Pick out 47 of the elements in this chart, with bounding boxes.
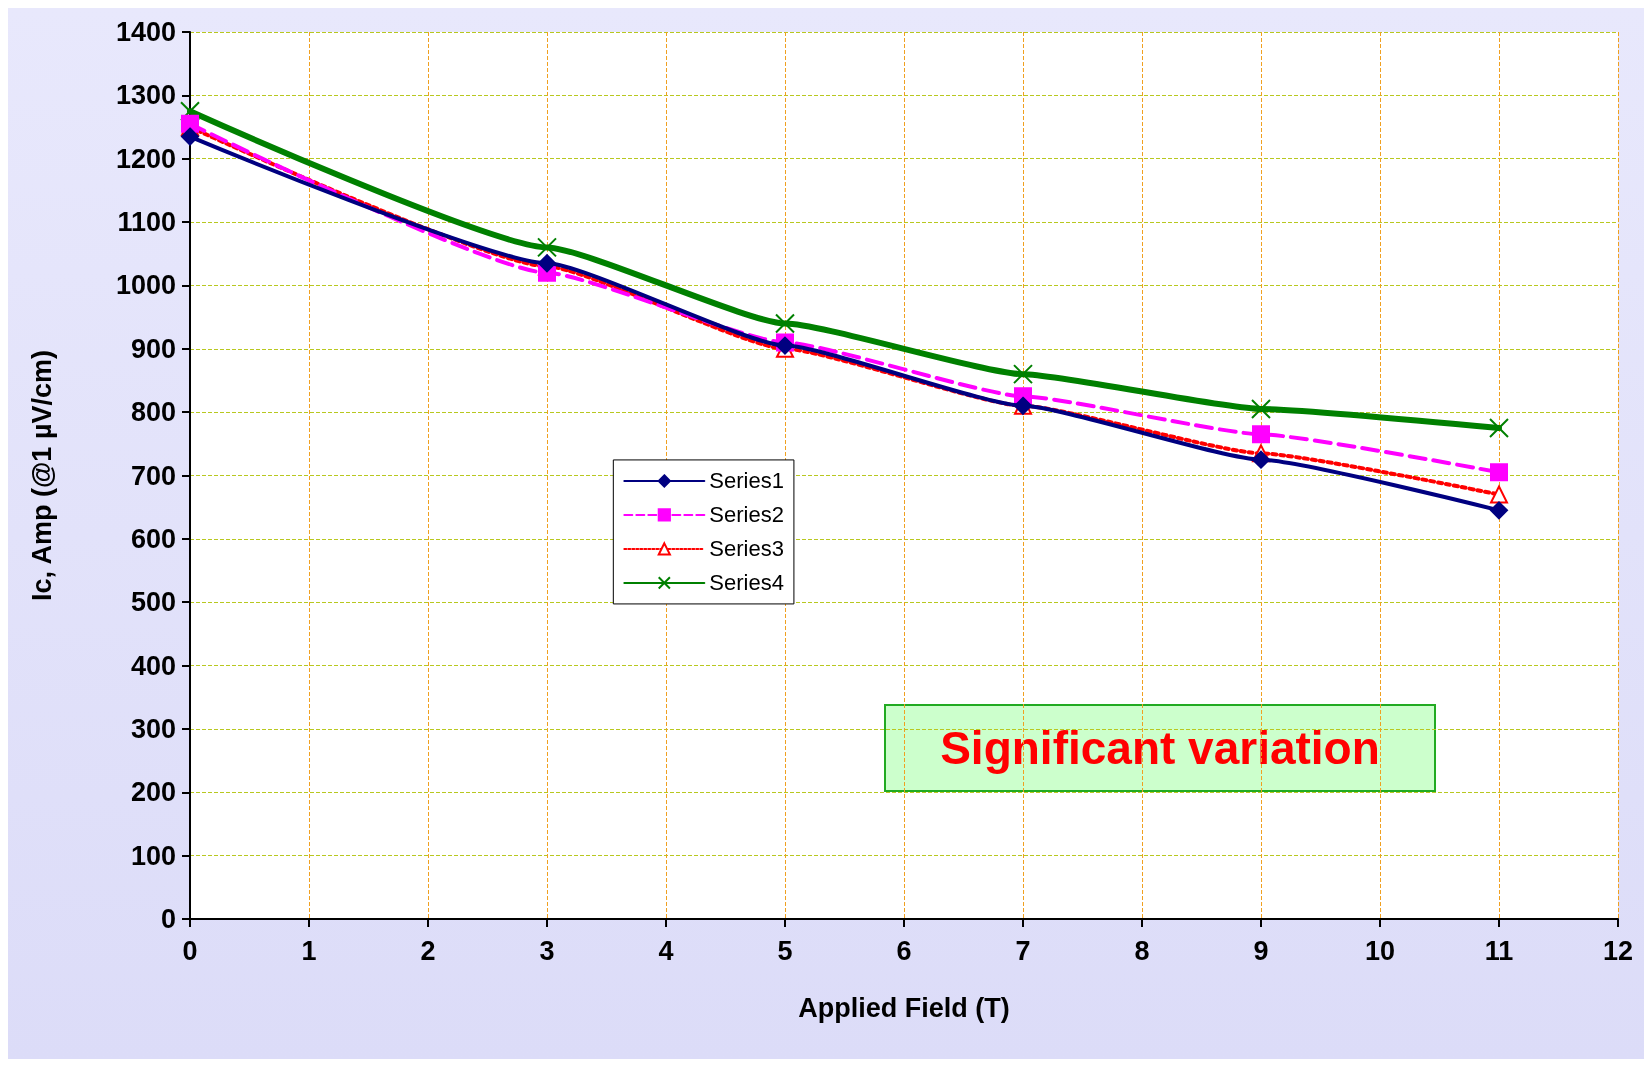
x-tick-label: 12	[1602, 935, 1634, 966]
x-tick-label: 5	[777, 935, 793, 966]
y-tick-label: 100	[130, 840, 176, 871]
y-tick-label: 1100	[117, 207, 176, 238]
point	[181, 114, 199, 133]
point	[775, 313, 795, 334]
y-tick-label: 400	[130, 650, 176, 681]
x-tick-label: 3	[539, 935, 555, 966]
x-tick-label: 11	[1484, 935, 1514, 966]
x-tick-label: 9	[1253, 935, 1269, 966]
y-tick-label: 600	[130, 523, 176, 554]
annotation: Significant variation	[940, 722, 1380, 774]
point	[1489, 417, 1509, 438]
x-tick-label: 1	[301, 935, 317, 966]
y-tick-label: 800	[130, 397, 176, 428]
point	[1490, 485, 1508, 504]
point	[1251, 398, 1271, 419]
y-tick-label: 500	[130, 587, 176, 618]
y-tick-label: 1300	[115, 80, 176, 111]
x-tick-label: 0	[182, 935, 198, 966]
point	[1252, 450, 1270, 469]
x-tick-label: 6	[896, 935, 912, 966]
legend-label: Series4	[709, 570, 784, 596]
legend-label: Series3	[709, 536, 784, 562]
y-tick-label: 900	[130, 333, 176, 364]
x-tick-label: 4	[658, 935, 674, 966]
x-tick-label: 2	[420, 935, 436, 966]
x-axis-title: Applied Field (T)	[798, 992, 1010, 1023]
y-tick-label: 1000	[115, 270, 176, 301]
point	[181, 127, 199, 146]
y-tick-label: 1200	[115, 143, 176, 174]
y-tick-label: 200	[130, 777, 176, 808]
legend-label: Series1	[709, 468, 784, 494]
y-tick-label: 0	[160, 904, 176, 934]
point	[1490, 463, 1508, 482]
point	[1013, 364, 1033, 385]
y-tick-label: 700	[130, 460, 176, 491]
y-tick-label: 300	[130, 713, 176, 744]
x-tick-label: 8	[1134, 935, 1150, 966]
point	[537, 237, 557, 258]
x-tick-label: 10	[1364, 935, 1396, 966]
y-tick-label: 1400	[115, 17, 176, 47]
legend-label: Series2	[709, 502, 784, 528]
point	[1490, 501, 1508, 520]
x-tick-label: 7	[1015, 935, 1031, 966]
point	[1252, 425, 1270, 444]
y-axis-title: Ic, Amp (@1 µV/cm)	[26, 350, 57, 601]
